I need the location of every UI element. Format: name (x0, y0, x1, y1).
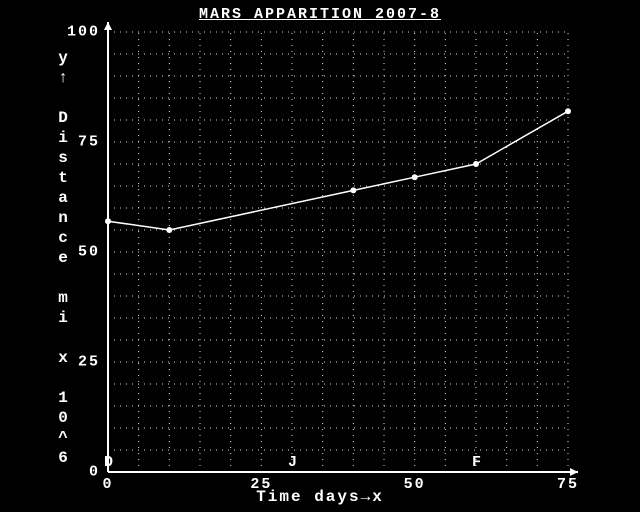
month-marker: J (288, 454, 299, 471)
x-tick-label: 0 (102, 476, 113, 493)
y-tick-label: 75 (60, 134, 100, 151)
month-marker: D (104, 454, 115, 471)
x-tick-label: 25 (250, 476, 272, 493)
y-tick-label: 25 (60, 354, 100, 371)
y-tick-label: 50 (60, 244, 100, 261)
y-tick-label: 100 (60, 24, 100, 41)
y-tick-label: 0 (60, 464, 100, 481)
x-tick-label: 75 (557, 476, 579, 493)
month-marker: F (472, 454, 483, 471)
x-tick-label: 50 (404, 476, 426, 493)
